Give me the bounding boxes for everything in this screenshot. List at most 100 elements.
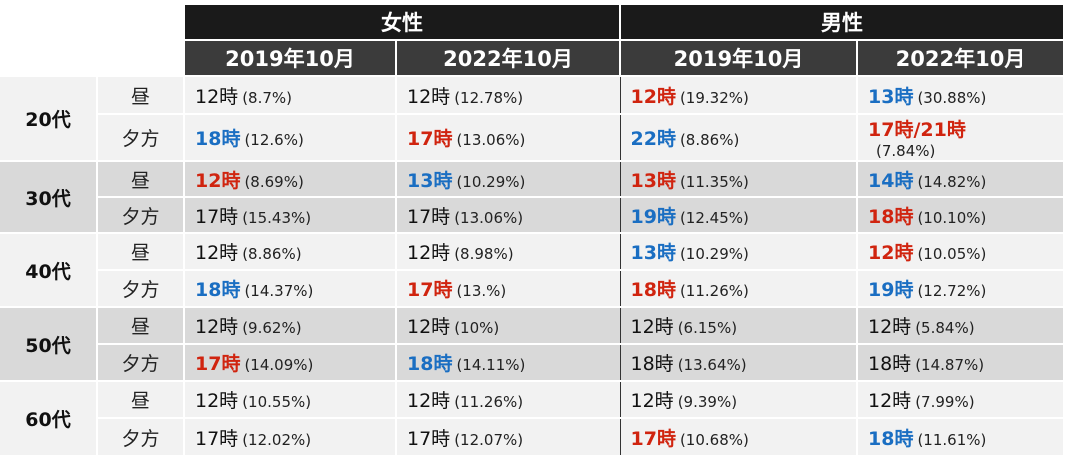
time-of-day-label: 昼 [97,380,185,418]
table-row: 60代昼 12時 (10.55%) 12時 (11.26%) 12時 (9.39%) 12時(… [0,380,1065,455]
peak-hour: 18時 [630,279,676,301]
peak-hour: 12時 [195,390,239,412]
peak-hour-cell: 17時 (15.43%) [184,196,397,233]
peak-hour: 17時 [630,427,676,450]
peak-hour-cell: 13時 (11.35%) [620,160,858,197]
peak-hour: 17時 [407,279,453,301]
share-percent: (11.26%) [454,393,524,411]
share-percent: (19.32%) [679,88,749,107]
time-of-day-label: 夕方 [97,417,185,455]
female-header: 女性 [183,5,621,40]
table-row: 40代昼 12時 (8.86%) 12時 (8.98%) 13時 (10.29%) 12時 (1… [0,232,1065,307]
share-percent: (12.6%) [244,131,304,149]
peak-hour: 12時 [407,390,451,412]
peak-hour-cell: 18時 (13.64%) [620,343,858,381]
peak-hour-cell: 17時/21時 (7.84%) [857,113,1065,161]
table-row: 50代昼 12時 (9.62%) 12時 (10%) 12時 (6.15%) 12時 (5.84… [0,306,1065,381]
share-percent: (12.45%) [679,208,749,227]
peak-hour-cell: 13時 (30.88%) [857,75,1065,114]
peak-hour-cell: 17時 (12.02%) [184,417,397,455]
peak-hour-cell: 19時 (12.72%) [857,269,1065,307]
peak-hour: 12時 [407,316,451,338]
male-header: 男性 [619,5,1065,40]
peak-hour: 18時 [868,427,914,450]
peak-hour-cell: 13時 (10.29%) [620,232,858,270]
share-percent: (6.15%) [677,319,738,337]
peak-hour-cell: 19時 (12.45%) [620,196,858,233]
peak-hour: 18時 [868,205,914,228]
peak-hour-cell: 17時 (13.06%) [396,196,621,233]
share-percent: (14.09%) [244,356,314,374]
peak-hour-cell: 17時 (13.%) [396,269,621,307]
share-percent: (12.78%) [454,88,524,107]
table-row: 20代昼 12時 (8.7%) 12時 (12.78%) 12時 (19.32%) 13時 (3… [0,75,1065,161]
peak-hour: 18時 [630,353,674,375]
peak-hour: 13時 [868,85,914,108]
share-percent: (7.99%) [915,393,975,411]
peak-hour-cell: 17時 (12.07%) [396,417,621,455]
time-of-day-label: 夕方 [97,196,185,233]
peak-hour: 18時 [195,128,241,150]
peak-hour: 19時 [630,205,676,228]
peak-hour: 22時 [630,128,676,150]
share-percent: (12.72%) [917,282,987,300]
peak-hour: 18時 [195,279,241,301]
peak-hour: 17時 [195,427,239,450]
share-percent: (8.69%) [244,172,304,191]
share-percent: (5.84%) [915,319,975,337]
time-of-day-label: 昼 [97,75,185,114]
peak-hour: 18時 [868,353,912,375]
peak-hour-cell: 12時 (8.7%) [184,75,397,114]
age-group-label: 20代 [0,75,98,161]
peak-hour-cell: 18時 (14.37%) [184,269,397,307]
time-of-day-label: 夕方 [97,343,185,381]
peak-hour: 12時 [195,242,239,264]
peak-hour: 12時 [868,242,914,264]
year-header: 2022年10月 [856,39,1065,77]
share-percent: (30.88%) [917,88,987,107]
peak-hour: 19時 [868,279,914,301]
year-header: 2019年10月 [183,39,397,77]
peak-hour-cell: 12時 (10.55%) [184,380,397,418]
share-percent: (10.29%) [679,245,749,263]
table-row: 夕方 17時 (14.09%) 18時 (14.11%) 18時 (13.64%) 18時 (1… [0,343,1065,381]
peak-hour: 13時 [407,169,453,192]
peak-hour: 12時 [195,85,239,108]
year-header: 2022年10月 [395,39,621,77]
peak-hour-cell: 17時 (10.68%) [620,417,858,455]
peak-hour: 12時 [195,316,239,338]
share-percent: (12.02%) [242,430,312,449]
peak-hour-cell: 12時 (10%) [396,306,621,344]
peak-hour: 13時 [630,169,676,192]
peak-hour-cell: 12時 (5.84%) [857,306,1065,344]
peak-hour: 12時 [195,169,241,192]
share-percent: (15.43%) [242,208,312,227]
age-group-label: 40代 [0,232,98,307]
peak-hour-cell: 12時 (6.15%) [620,306,858,344]
time-of-day-label: 昼 [97,232,185,270]
share-percent: (10.68%) [679,430,749,449]
peak-hour-cell: 14時 (14.82%) [857,160,1065,197]
peak-hour: 17時 [195,205,239,228]
share-percent: (9.62%) [242,319,302,337]
peak-hour-cell: 17時 (13.06%) [396,113,621,161]
share-percent: (8.86%) [242,245,302,263]
age-group-label: 60代 [0,380,98,455]
age-group-label: 50代 [0,306,98,381]
peak-hour: 12時 [868,316,912,338]
corner-blank [0,5,184,40]
share-percent: (14.87%) [915,356,985,374]
table-row: 夕方 17時 (15.43%) 17時 (13.06%) 19時 (12.45%) 18時 (1… [0,196,1065,233]
peak-hour-cell: 18時 (12.6%) [184,113,397,161]
time-of-day-label: 昼 [97,306,185,344]
peak-hour-cell: 18時 (10.10%) [857,196,1065,233]
share-percent: (14.37%) [244,282,314,300]
peak-hour: 12時 [630,390,674,412]
share-percent: (14.11%) [456,356,526,374]
peak-hour-cell: 12時 (10.05%) [857,232,1065,270]
share-percent: (10.29%) [456,172,526,191]
share-percent: (13.06%) [456,131,526,149]
table-row: 夕方 17時 (12.02%) 17時 (12.07%) 17時 (10.68%) 18時 (1… [0,417,1065,455]
age-group-label: 30代 [0,160,98,233]
table-row: 夕方 18時 (12.6%) 17時 (13.06%) 22時 (8.86%) 17時/21時… [0,113,1065,161]
